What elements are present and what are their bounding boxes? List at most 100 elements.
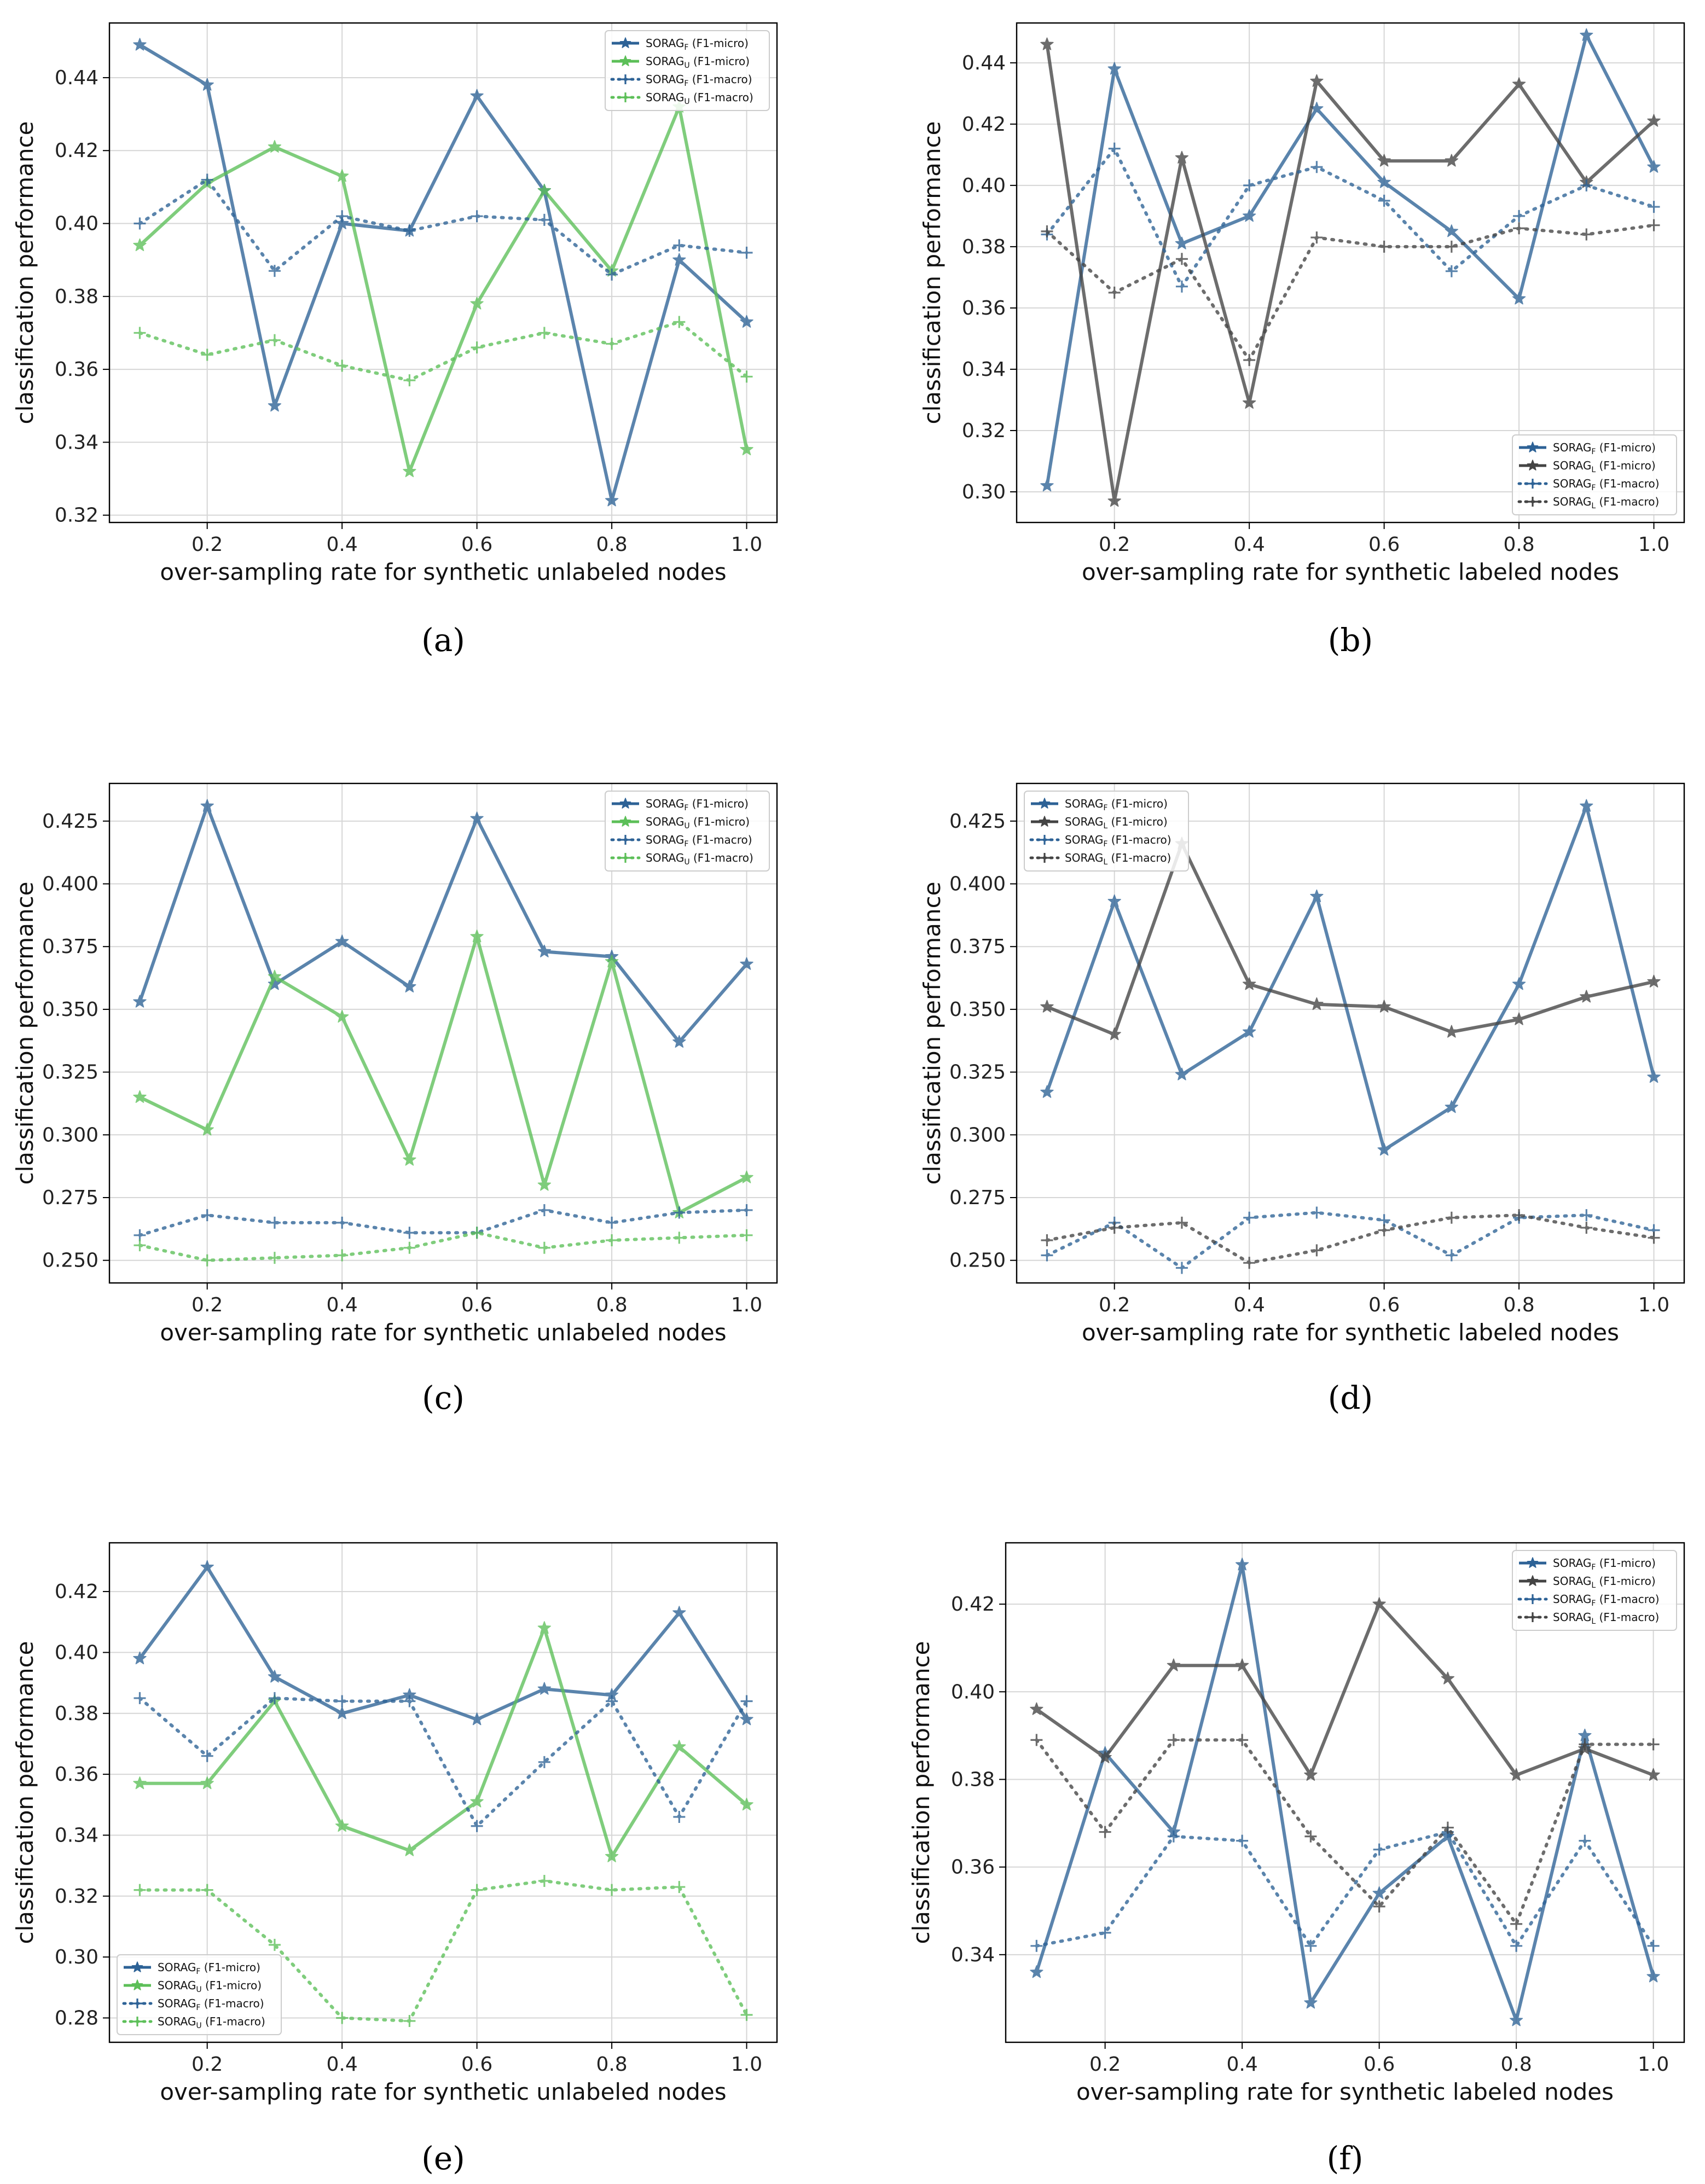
data-point <box>1242 977 1256 990</box>
data-point <box>1579 1738 1591 1751</box>
series-line <box>1046 842 1655 1036</box>
data-point <box>740 957 753 970</box>
legend-marker <box>620 92 630 102</box>
x-tick-label: 0.6 <box>461 2053 492 2076</box>
legend-entry-subscript: L <box>1591 1617 1596 1626</box>
data-point <box>606 1234 618 1247</box>
legend-entry-base: SORAG <box>1065 797 1103 810</box>
data-point <box>1372 1597 1386 1610</box>
data-point <box>672 253 686 266</box>
y-tick-label: 0.300 <box>42 1124 98 1146</box>
x-axis-label: over-sampling rate for synthetic unlabel… <box>160 559 726 585</box>
y-tick-label: 0.350 <box>949 998 1006 1021</box>
legend-marker <box>1528 479 1538 489</box>
data-point <box>672 1035 686 1048</box>
data-point <box>740 1798 753 1811</box>
series-line <box>138 1696 749 1828</box>
data-point <box>605 493 619 507</box>
legend-entry: SORAGF (F1-micro) <box>1553 441 1656 456</box>
data-point <box>471 1227 483 1239</box>
data-point <box>403 1153 416 1166</box>
x-tick-label: 0.8 <box>1503 533 1534 556</box>
y-axis-label: classification performance <box>908 1641 935 1944</box>
data-point <box>1304 1939 1317 1952</box>
legend-entry-subscript: L <box>1103 822 1107 830</box>
data-point <box>1445 154 1459 167</box>
legend-entry-tail: (F1-micro) <box>688 37 748 50</box>
data-point <box>672 1606 686 1619</box>
legend-entry: SORAGF (F1-macro) <box>1553 477 1660 492</box>
data-point <box>268 1670 282 1683</box>
data-point <box>1099 1826 1111 1838</box>
series-line <box>138 178 749 276</box>
panel-caption: (d) <box>1328 1379 1373 1416</box>
y-tick-label: 0.425 <box>949 810 1006 833</box>
legend-entry: SORAGL (F1-macro) <box>1553 1611 1659 1626</box>
y-tick-label: 0.30 <box>55 1946 98 1968</box>
data-point <box>740 1204 753 1216</box>
data-point <box>200 799 214 812</box>
data-point <box>201 1884 213 1896</box>
legend-entry-tail: (F1-micro) <box>1596 441 1655 454</box>
legend: SORAGF (F1-micro)SORAGL (F1-micro)SORAGF… <box>1512 1550 1677 1631</box>
plot-frame <box>108 782 778 1284</box>
legend-entry-tail: (F1-macro) <box>1596 1611 1659 1624</box>
legend-entry-base: SORAG <box>646 55 684 68</box>
legend-entry-tail: (F1-micro) <box>200 1961 260 1974</box>
data-point <box>1243 1211 1256 1224</box>
data-point <box>335 934 349 948</box>
legend-entry-subscript: F <box>684 43 688 52</box>
data-point <box>1510 1918 1523 1930</box>
legend-entry-subscript: L <box>1591 1581 1596 1590</box>
data-point <box>1646 1768 1660 1781</box>
legend-entry-subscript: U <box>196 2022 201 2030</box>
x-tick-label: 0.8 <box>1503 1294 1534 1316</box>
y-tick-label: 0.34 <box>962 358 1006 381</box>
series-line <box>1035 1738 1655 1926</box>
data-point <box>1647 160 1661 173</box>
data-point <box>1175 1067 1189 1081</box>
legend-entry-tail: (F1-micro) <box>690 55 750 68</box>
series-line <box>140 1626 748 1858</box>
data-point <box>403 374 416 387</box>
data-point <box>1304 1830 1317 1843</box>
x-tick-label: 0.6 <box>1368 533 1400 556</box>
data-point <box>1646 1970 1660 1983</box>
plot-frame <box>108 1542 778 2043</box>
series-line <box>1045 33 1656 486</box>
series-line <box>138 1208 749 1237</box>
data-point <box>1040 479 1054 492</box>
caption-text: (f) <box>1327 2140 1364 2177</box>
chart-panel-a: 0.2 0.4 0.6 0.8 1.0 0.32 0.34 0.36 0.38 0.40 0.42 0… <box>11 22 778 659</box>
data-point <box>1236 1834 1249 1847</box>
data-point <box>538 213 550 226</box>
x-tick-label: 0.6 <box>461 533 492 556</box>
data-point <box>336 1249 349 1262</box>
y-tick-label: 0.38 <box>962 236 1006 258</box>
data-point <box>538 1874 550 1887</box>
series-line <box>1035 1602 1654 1777</box>
legend-marker <box>1527 460 1539 471</box>
series-1 <box>1040 28 1661 492</box>
data-point <box>740 315 753 328</box>
legend-marker <box>620 74 630 84</box>
data-point <box>1445 1025 1459 1038</box>
x-axis-label: over-sampling rate for synthetic labeled… <box>1082 1319 1619 1346</box>
data-point <box>1510 1939 1523 1952</box>
legend-entry-subscript: F <box>1591 1563 1596 1572</box>
data-point <box>201 1209 213 1222</box>
data-point <box>133 238 147 251</box>
data-point <box>673 1881 686 1893</box>
data-point <box>1579 1834 1591 1847</box>
x-tick-label: 0.2 <box>192 533 223 556</box>
x-tick-label: 0.2 <box>192 1294 223 1316</box>
legend-marker <box>619 37 631 48</box>
data-point <box>470 89 484 102</box>
legend: SORAGF (F1-micro)SORAGU (F1-micro)SORAGF… <box>117 1954 282 2035</box>
data-point <box>1041 225 1053 237</box>
series-3 <box>1041 1206 1660 1274</box>
legend-marker <box>1040 853 1049 863</box>
y-axis-label: classification performance <box>919 882 946 1185</box>
data-point <box>1304 1768 1318 1781</box>
data-point <box>1040 1000 1054 1013</box>
